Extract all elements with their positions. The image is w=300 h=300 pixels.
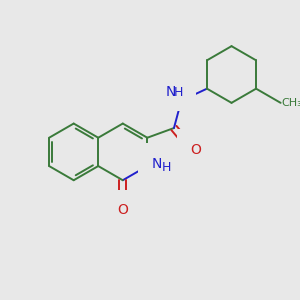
Text: CH₃: CH₃ <box>282 98 300 108</box>
Text: N: N <box>166 85 176 99</box>
Text: O: O <box>190 143 202 157</box>
Text: H: H <box>174 85 183 99</box>
Text: H: H <box>161 160 171 173</box>
Text: O: O <box>117 203 128 218</box>
Text: N: N <box>152 157 162 171</box>
